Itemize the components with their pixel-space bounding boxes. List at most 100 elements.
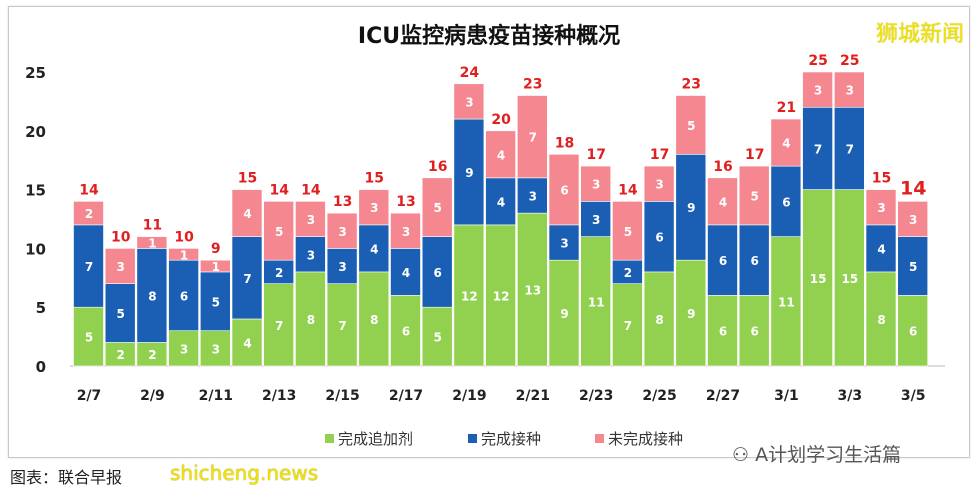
segment-label: 7	[529, 131, 537, 145]
legend-swatch	[468, 434, 477, 443]
total-label: 24	[460, 65, 480, 81]
segment-label: 5	[117, 307, 125, 321]
bar-segment	[580, 236, 612, 367]
segment-label: 3	[846, 84, 854, 98]
total-label: 17	[745, 147, 764, 163]
segment-label: 5	[909, 260, 917, 274]
bar-segment	[897, 201, 929, 237]
total-label: 14	[301, 182, 321, 198]
segment-label: 5	[434, 331, 442, 345]
bar-segment	[263, 201, 295, 261]
bar-segment	[865, 189, 897, 226]
segment-label: 6	[751, 325, 759, 339]
bar-segment	[295, 271, 326, 367]
x-tick-label: 3/3	[837, 388, 862, 404]
bar-segment	[326, 248, 358, 284]
segment-label: 6	[402, 325, 410, 339]
bar-segment	[390, 295, 421, 367]
bar-segment	[168, 248, 199, 261]
bar-segment	[707, 224, 738, 296]
bar-segment	[200, 259, 231, 273]
segment-label: 5	[85, 331, 93, 345]
segment-label: 3	[529, 189, 537, 203]
x-tick-label: 3/1	[774, 388, 799, 404]
bar-segment	[643, 271, 675, 367]
segment-label: 9	[687, 307, 695, 321]
bar-segment	[516, 95, 548, 179]
wechat-watermark: ⚇ A计划学习生活篇	[732, 440, 901, 467]
total-label: 16	[428, 159, 447, 175]
bar-segment	[707, 177, 738, 226]
segment-label: 3	[338, 260, 346, 274]
bar-segment	[675, 259, 707, 367]
bar-segment	[833, 71, 865, 108]
bar-segment	[770, 165, 802, 237]
total-label: 15	[365, 171, 384, 187]
total-label: 16	[713, 159, 732, 175]
bar-segment	[833, 189, 865, 367]
segment-label: 6	[560, 184, 568, 198]
legend-item-incomplete: 未完成接种	[595, 428, 683, 449]
segment-label: 15	[810, 272, 827, 286]
bar-segment	[643, 201, 675, 273]
bar-segment	[802, 71, 833, 108]
segment-label: 4	[243, 207, 251, 221]
segment-label: 7	[275, 319, 283, 333]
chart-title: ICU监控病患疫苗接种概况	[357, 24, 621, 49]
total-label: 14	[79, 182, 99, 198]
segment-label: 12	[493, 289, 510, 303]
segment-label: 3	[307, 213, 315, 227]
x-tick-label: 2/13	[262, 388, 296, 404]
segment-label: 3	[465, 95, 473, 109]
x-tick-label: 2/11	[199, 388, 233, 404]
segment-label: 3	[212, 342, 220, 356]
segment-label: 1	[180, 248, 188, 262]
bar-segment	[73, 224, 104, 308]
bar-segment	[897, 236, 929, 296]
x-tick-label: 2/27	[706, 388, 740, 404]
segment-label: 12	[461, 289, 478, 303]
total-label: 10	[111, 229, 131, 245]
segment-label: 11	[588, 295, 605, 309]
segment-label: 7	[846, 142, 854, 156]
y-tick-label: 0	[36, 358, 46, 376]
bar-segment	[485, 130, 516, 179]
segment-label: 5	[624, 225, 632, 239]
segment-label: 4	[877, 242, 885, 256]
bar-segment	[200, 330, 231, 367]
bar-segment	[802, 189, 833, 367]
bar-segment	[707, 295, 738, 367]
segment-label: 2	[117, 348, 125, 362]
segment-label: 3	[592, 213, 600, 227]
bar-segment	[548, 224, 580, 261]
total-label: 15	[872, 171, 891, 187]
segment-label: 4	[719, 195, 727, 209]
segment-label: 15	[841, 272, 858, 286]
segment-label: 3	[307, 248, 315, 262]
total-label: 14	[618, 182, 638, 198]
segment-label: 5	[212, 295, 220, 309]
bar-segment	[295, 236, 326, 273]
wechat-label: A计划学习生活篇	[755, 444, 902, 466]
bar-segment	[738, 224, 770, 296]
segment-label: 6	[434, 266, 442, 280]
segment-label: 8	[370, 313, 378, 327]
segment-label: 7	[85, 260, 93, 274]
bar-segment	[453, 83, 485, 120]
bar-segment	[231, 318, 263, 367]
total-label: 17	[650, 147, 669, 163]
segment-label: 5	[434, 201, 442, 215]
segment-label: 4	[497, 195, 505, 209]
bar-segment	[675, 154, 707, 261]
bar-segment	[833, 106, 865, 190]
segment-label: 11	[778, 295, 795, 309]
bar-segment	[580, 165, 612, 202]
segment-label: 6	[180, 289, 188, 303]
segment-label: 4	[497, 148, 505, 162]
legend-label: 完成追加剂	[338, 430, 414, 448]
bar-segment	[612, 283, 643, 367]
y-tick-label: 15	[25, 182, 46, 200]
bar-segment	[73, 306, 104, 367]
total-label: 13	[396, 194, 415, 210]
